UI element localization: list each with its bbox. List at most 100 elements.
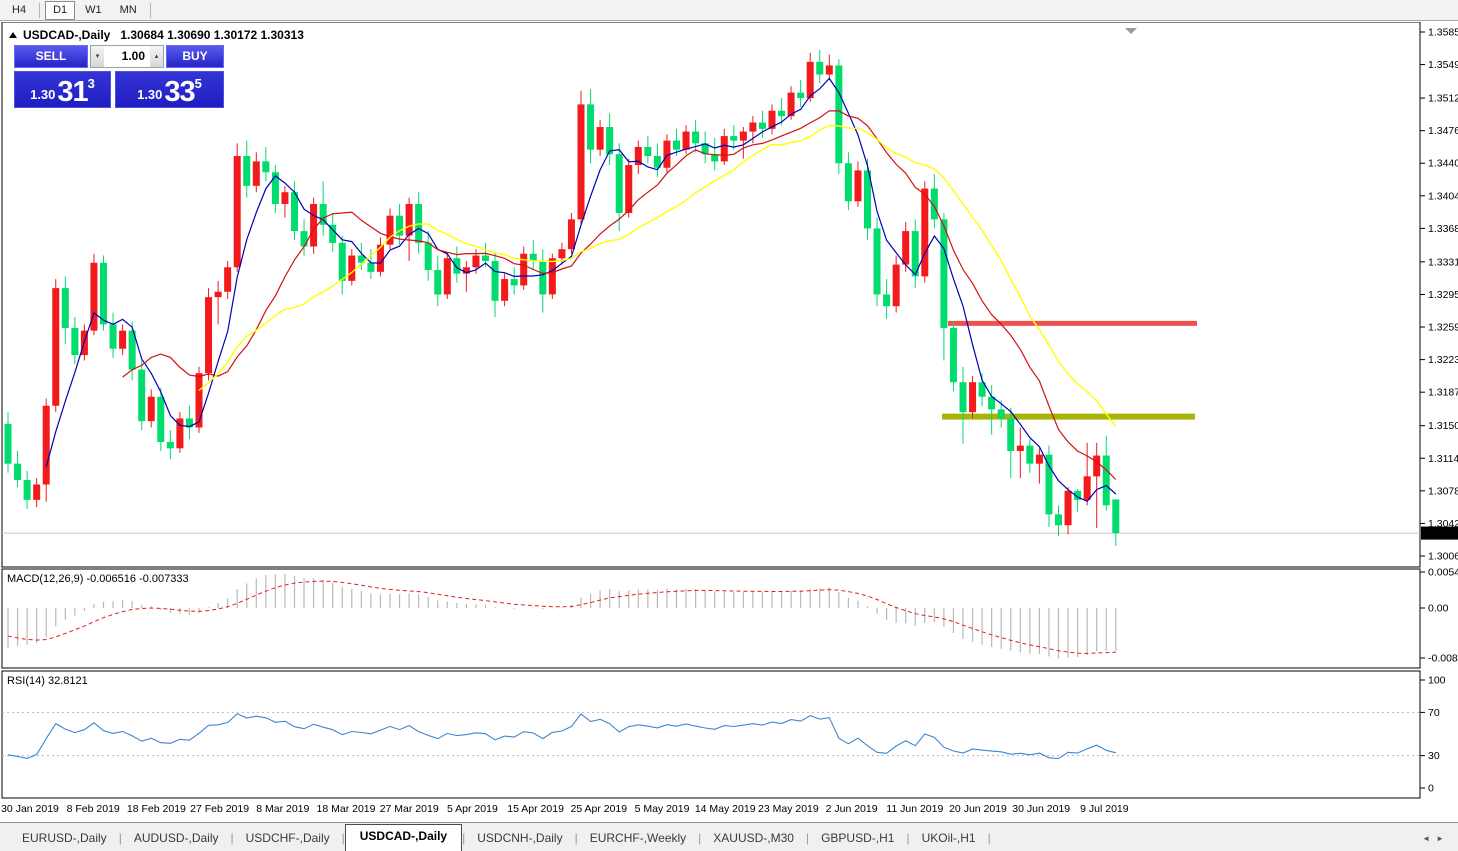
buy-price-button[interactable]: 1.30 33 5 <box>115 71 224 108</box>
candle-body <box>806 61 814 99</box>
candle-body <box>434 270 442 295</box>
date-label: 27 Feb 2019 <box>190 803 250 815</box>
candle-body <box>319 203 327 225</box>
collapse-triangle-icon[interactable] <box>9 32 17 38</box>
tab-xauusd-m30[interactable]: XAUUSD-,M30 <box>713 831 794 845</box>
candle-body <box>405 203 413 236</box>
timeframe-button-d1[interactable]: D1 <box>45 0 76 20</box>
tab-scroll-left-icon[interactable]: ◄ <box>1422 834 1437 843</box>
price-axis-label: 1.35850 <box>1428 27 1458 39</box>
sell-button[interactable]: SELL <box>14 45 88 68</box>
candle-body <box>1026 445 1034 464</box>
rsi-axis-label: 100 <box>1428 675 1446 687</box>
rsi-label: RSI(14) 32.8121 <box>7 675 88 687</box>
candle-body <box>577 104 585 220</box>
candle-body <box>969 382 977 413</box>
date-label: 18 Feb 2019 <box>126 803 186 815</box>
candle-body <box>100 262 107 325</box>
tab-eurchf-weekly[interactable]: EURCHF-,Weekly <box>589 831 687 845</box>
candle-body <box>214 291 222 298</box>
buy-button[interactable]: BUY <box>166 45 224 68</box>
candle-body <box>166 441 174 449</box>
date-label: 14 May 2019 <box>694 803 756 815</box>
date-label: 20 Jun 2019 <box>949 803 1007 815</box>
candle-body <box>959 382 967 413</box>
tab-eurusd-daily[interactable]: EURUSD-,Daily <box>22 831 107 845</box>
candle-body <box>911 231 919 277</box>
candle-body <box>90 262 98 331</box>
candle-body <box>749 122 757 132</box>
macd-axis-label: 0.00 <box>1428 603 1449 615</box>
current-price-label: 1.30313 <box>1424 528 1458 540</box>
candle-body <box>176 418 184 449</box>
candle-body <box>1064 490 1072 526</box>
candle-body <box>930 188 938 220</box>
candle-body <box>61 288 69 328</box>
price-axis-label: 1.34400 <box>1428 158 1458 170</box>
volume-decrease-icon[interactable]: ▾ <box>91 46 104 67</box>
candle-body <box>1102 455 1110 506</box>
timeframe-button-h4[interactable]: H4 <box>12 3 27 16</box>
tab-ukoil-h1[interactable]: UKOil-,H1 <box>921 831 976 845</box>
candle-body <box>291 192 298 232</box>
rsi-pane[interactable] <box>1 670 1421 799</box>
candle-body <box>663 140 671 168</box>
candle-body <box>128 330 136 370</box>
timeframe-button-mn[interactable]: MN <box>119 3 137 16</box>
price-axis-label: 1.33680 <box>1428 223 1458 235</box>
tab-usdchf-daily[interactable]: USDCHF-,Daily <box>245 831 330 845</box>
candle-body <box>997 409 1005 419</box>
sell-price-button[interactable]: 1.30 31 3 <box>14 71 111 108</box>
candle-body <box>854 170 862 202</box>
time-axis[interactable]: 30 Jan 2019 8 Feb 2019 18 Feb 2019 27 Feb 2… <box>0 800 1458 821</box>
candle-body <box>329 224 337 243</box>
candle-body <box>692 131 700 144</box>
tab-usdcad-daily[interactable]: USDCAD-,Daily <box>344 824 463 851</box>
macd-signal-line <box>7 580 1116 654</box>
price-axis-label: 1.31500 <box>1428 420 1458 432</box>
candle-body <box>4 423 12 464</box>
date-label: 25 Apr 2019 <box>570 803 628 815</box>
volume-increase-icon[interactable]: ▴ <box>150 46 163 67</box>
date-label: 9 Jul 2019 <box>1080 803 1129 815</box>
candle-body <box>539 260 547 295</box>
tab-separator: | <box>906 831 910 845</box>
candle-body <box>338 242 346 281</box>
candle-body <box>262 161 270 173</box>
candle-body <box>482 255 489 261</box>
current-price-tag <box>1421 526 1458 540</box>
candle-body <box>138 369 146 422</box>
candle-body <box>42 405 50 485</box>
one-click-trade-panel: SELL ▾ 1.00 ▴ BUY 1.30 31 3 1.30 33 5 <box>14 45 224 108</box>
candle-body <box>424 242 432 271</box>
candle-body <box>33 484 41 500</box>
candle-body <box>23 479 31 500</box>
candle-body <box>52 288 60 406</box>
volume-input[interactable]: 1.00 <box>121 49 145 63</box>
timeframe-button-w1[interactable]: W1 <box>85 3 102 16</box>
chart-canvas[interactable]: 1.35850 1.35490 1.35120 1.34760 1.34400 1.340… <box>0 22 1458 822</box>
scroll-to-end-icon[interactable] <box>1125 28 1137 34</box>
tab-audusd-daily[interactable]: AUDUSD-,Daily <box>133 831 219 845</box>
candle-body <box>682 131 690 150</box>
candle-body <box>147 396 155 422</box>
date-label: 27 Mar 2019 <box>379 803 439 815</box>
candle-body <box>1083 476 1091 500</box>
sell-price-prefix: 1.30 <box>30 87 56 102</box>
ma-slow-line <box>198 124 1117 427</box>
tab-usdcnh-daily[interactable]: USDCNH-,Daily <box>477 831 563 845</box>
tab-gbpusd-h1[interactable]: GBPUSD-,H1 <box>821 831 895 845</box>
candle-body <box>988 396 996 410</box>
candle-body <box>940 219 948 328</box>
tab-scroll-right-icon[interactable]: ► <box>1436 834 1450 843</box>
candle-body <box>300 231 308 247</box>
price-axis-label: 1.30780 <box>1428 485 1458 497</box>
main-chart-pane[interactable] <box>1 22 1421 568</box>
macd-pane[interactable] <box>1 568 1421 669</box>
toolbar-separator <box>39 2 41 18</box>
candle-body <box>949 327 957 383</box>
candle-body <box>567 219 575 250</box>
candle-body <box>892 264 900 307</box>
candle-body <box>978 382 986 397</box>
price-axis-label: 1.34760 <box>1428 125 1458 137</box>
